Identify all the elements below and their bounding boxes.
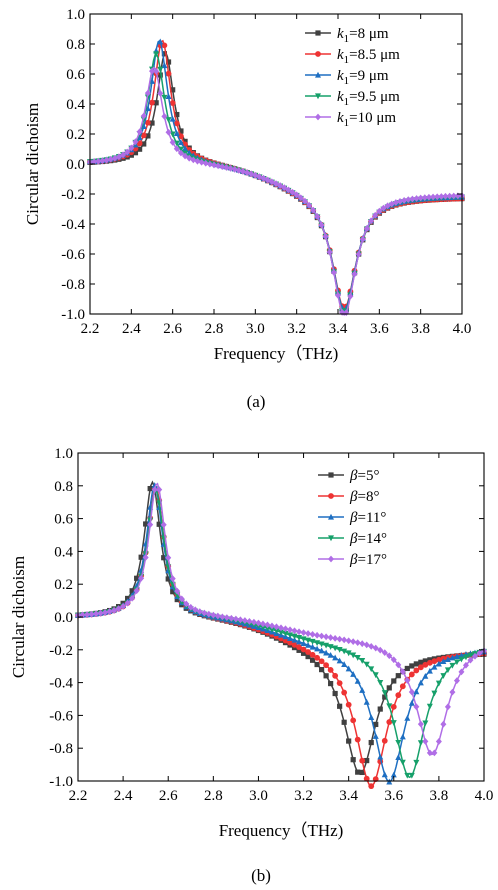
legend-entry: β=8° — [318, 489, 379, 505]
y-tick-label: 0.2 — [66, 127, 85, 143]
axis-ticks: 2.2 2.4 2.6 2.8 3.0 3.2 3.4 3.6 3.8 4.0 1.0 0.8 0.6 0… — [61, 7, 471, 337]
legend-entry: β=14° — [318, 531, 387, 547]
x-tick-label: 3.0 — [246, 321, 265, 337]
plot-frame — [89, 13, 463, 315]
legend: β=5° β=8° β=11° β=14° β=17° — [318, 468, 387, 568]
legend-entry: k1=9 μm — [305, 68, 389, 87]
y-tick-label: 0.6 — [54, 512, 73, 528]
series-markers — [87, 67, 465, 316]
y-tick-label: 0.0 — [54, 610, 73, 626]
x-tick-label: 2.8 — [205, 321, 224, 337]
series-2 — [87, 39, 465, 310]
x-tick-label: 3.6 — [384, 788, 403, 804]
x-tick-label: 2.2 — [69, 788, 88, 804]
x-tick-label: 2.8 — [204, 788, 223, 804]
x-tick-label: 2.6 — [159, 788, 178, 804]
x-tick-label: 3.8 — [430, 788, 449, 804]
y-tick-label: 0.8 — [66, 37, 85, 53]
legend: k1=8 μm k1=8.5 μm k1=9 μm k1=9.5 μm k1=10 μm — [305, 26, 400, 129]
series-line — [77, 482, 485, 756]
y-tick-label: 0.2 — [54, 577, 73, 593]
legend-entry: β=5° — [318, 468, 379, 484]
panel-label: (b) — [251, 866, 271, 885]
legend-label: k1=10 μm — [337, 110, 396, 129]
axis-ticks: 2.2 2.4 2.6 2.8 3.0 3.2 3.4 3.6 3.8 4.0 1.0 0.8 0.6 0… — [49, 446, 493, 804]
x-tick-label: 3.2 — [287, 321, 306, 337]
x-tick-label: 2.4 — [114, 788, 133, 804]
x-tick-label: 3.0 — [249, 788, 268, 804]
legend-label: k1=8.5 μm — [337, 47, 400, 66]
legend-entry: β=11° — [318, 510, 386, 526]
x-tick-label: 2.2 — [81, 321, 100, 337]
y-tick-label: -0.8 — [61, 277, 85, 293]
x-tick-label: 2.4 — [122, 321, 141, 337]
panel-label: (a) — [247, 392, 266, 411]
legend-label: β=11° — [349, 510, 386, 526]
x-tick-label: 3.8 — [411, 321, 430, 337]
y-tick-label: -0.8 — [49, 741, 73, 757]
series-3 — [87, 38, 465, 312]
x-tick-label: 3.4 — [329, 321, 348, 337]
x-tick-label: 2.6 — [163, 321, 182, 337]
series-4 — [75, 488, 487, 779]
series-markers — [87, 38, 465, 311]
series-line — [89, 39, 463, 310]
y-tick-label: -1.0 — [49, 774, 73, 790]
series-line — [89, 39, 463, 312]
legend-entry: k1=8.5 μm — [305, 47, 400, 66]
x-tick-label: 3.4 — [339, 788, 358, 804]
series-5 — [75, 482, 487, 757]
y-tick-label: 0.4 — [54, 544, 73, 560]
y-tick-label: 0.4 — [66, 97, 85, 113]
legend-label: β=8° — [349, 489, 379, 505]
y-tick-label: -0.2 — [49, 643, 73, 659]
legend-label: β=5° — [349, 468, 379, 484]
y-tick-label: 0.8 — [54, 479, 73, 495]
legend-label: k1=9 μm — [337, 68, 389, 87]
y-axis-title: Circular dichoism — [9, 556, 28, 678]
x-tick-label: 3.2 — [294, 788, 313, 804]
y-tick-label: -1.0 — [61, 307, 85, 323]
y-tick-label: -0.4 — [49, 676, 73, 692]
x-axis-title: Frequency（THz) — [219, 821, 344, 840]
legend-label: k1=8 μm — [337, 26, 389, 45]
legend-entry: k1=10 μm — [305, 110, 396, 129]
y-tick-label: -0.6 — [49, 708, 73, 724]
y-axis-title: Circular dichoism — [23, 103, 42, 225]
y-tick-label: 0.0 — [66, 157, 85, 173]
y-tick-label: 1.0 — [54, 446, 73, 462]
y-tick-label: -0.2 — [61, 187, 85, 203]
chart-panel-2: 2.2 2.4 2.6 2.8 3.0 3.2 3.4 3.6 3.8 4.0 1.0 0.8 0.6 0… — [9, 446, 493, 885]
series-markers — [75, 489, 487, 779]
x-tick-label: 3.6 — [370, 321, 389, 337]
legend-label: k1=9.5 μm — [337, 89, 400, 108]
legend-entry: β=17° — [318, 552, 387, 568]
y-tick-label: -0.4 — [61, 217, 85, 233]
x-tick-label: 4.0 — [453, 321, 472, 337]
y-tick-label: 0.6 — [66, 67, 85, 83]
series-markers — [75, 486, 487, 757]
legend-label: β=14° — [349, 531, 387, 547]
chart-panel-1: 2.2 2.4 2.6 2.8 3.0 3.2 3.4 3.6 3.8 4.0 1.0 0.8 0.6 0… — [23, 7, 471, 411]
y-tick-label: -0.6 — [61, 247, 85, 263]
legend-entry: k1=9.5 μm — [305, 89, 400, 108]
y-tick-label: 1.0 — [66, 7, 85, 23]
series-markers — [87, 42, 465, 310]
legend-label: β=17° — [349, 552, 387, 568]
series-line — [89, 66, 463, 316]
x-axis-title: Frequency（THz) — [214, 344, 339, 363]
x-tick-label: 4.0 — [475, 788, 494, 804]
legend-entry: k1=8 μm — [305, 26, 389, 45]
series-5 — [87, 66, 465, 316]
